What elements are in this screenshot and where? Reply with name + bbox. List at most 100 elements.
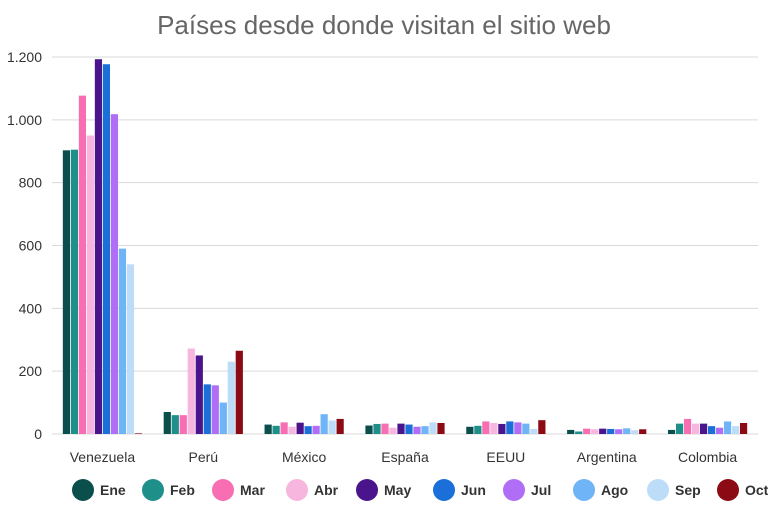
legend-marker [433,479,455,501]
bars [62,59,748,435]
bar [683,418,692,434]
bar [715,427,724,434]
bar [126,264,135,434]
legend-label: May [384,482,411,498]
bar [288,426,296,434]
legend-marker [647,479,669,501]
legend-label: Ago [601,482,628,498]
legend-marker [573,479,595,501]
bar [615,429,623,434]
category-label: Argentina [577,449,637,465]
x-axis: Venezuela Perú México España EEUU Argentina Co… [70,449,738,465]
bar [474,425,482,434]
bar [691,423,700,434]
bar [219,402,227,434]
bar [320,414,328,434]
bar [498,423,506,434]
bar [336,418,344,434]
y-tick-label: 1.200 [7,49,42,65]
legend-label: Oct [745,482,768,498]
legend-label: Feb [170,482,195,498]
bar [405,424,413,434]
bar [567,429,575,434]
legend-marker [286,479,308,501]
bar [522,423,530,434]
bar [699,423,708,434]
legend-marker [356,479,378,501]
chart-title: Países desde donde visitan el sitio web [157,10,611,40]
legend: Ene Feb Mar Abr May Jun Jul Ago Sep Oct [72,479,768,501]
bar [490,423,498,434]
bar [171,415,179,434]
legend-marker [142,479,164,501]
bar [203,384,211,434]
bar [667,429,676,434]
bar [187,348,195,434]
y-tick-label: 1.000 [7,112,42,128]
bar [110,114,119,435]
bar [365,425,373,434]
legend-marker [212,479,234,501]
bar [675,423,684,434]
category-label: EEUU [486,449,525,465]
bar [575,431,583,434]
bar [118,248,127,434]
bar [94,59,103,434]
legend-marker [503,479,525,501]
bar [272,425,280,434]
bar [482,421,490,434]
bar [235,350,243,434]
bar [78,95,87,434]
bar [707,426,716,434]
category-label: México [282,449,327,465]
bar [195,355,203,434]
legend-label: Jun [461,482,486,498]
bar [506,421,514,434]
bar [739,423,748,434]
bar [538,420,546,434]
bar [599,428,607,434]
bar [389,427,397,434]
bar [211,385,219,434]
bar [86,135,95,435]
bar [381,423,389,434]
legend-marker [717,479,739,501]
bar [437,423,445,434]
category-label: Venezuela [70,449,136,465]
y-tick-label: 800 [19,175,43,191]
bar [163,412,171,434]
legend-label: Sep [675,482,701,498]
category-label: Perú [188,449,218,465]
bar [70,149,79,434]
category-label: España [381,449,429,465]
bar [62,150,71,434]
y-tick-label: 600 [19,238,43,254]
y-tick-label: 0 [34,426,42,442]
bar [421,426,429,434]
bar [723,421,732,434]
legend-label: Abr [314,482,339,498]
legend-label: Mar [240,482,265,498]
bar [227,361,235,434]
bar [102,64,111,434]
bar [466,426,474,434]
bar [296,422,304,434]
bar [413,426,421,434]
bar [280,422,288,434]
bar [639,429,647,434]
category-label: Colombia [678,449,737,465]
bar [607,428,615,434]
bar [514,422,522,434]
bar [328,420,336,434]
bar [530,428,538,434]
bar [631,430,639,434]
bar [264,424,272,434]
bar [623,428,631,434]
bar [134,433,143,434]
y-tick-label: 200 [19,363,43,379]
bar [179,415,187,434]
y-axis: 0 200 400 600 800 1.000 1.200 [7,49,42,442]
legend-label: Ene [100,482,126,498]
